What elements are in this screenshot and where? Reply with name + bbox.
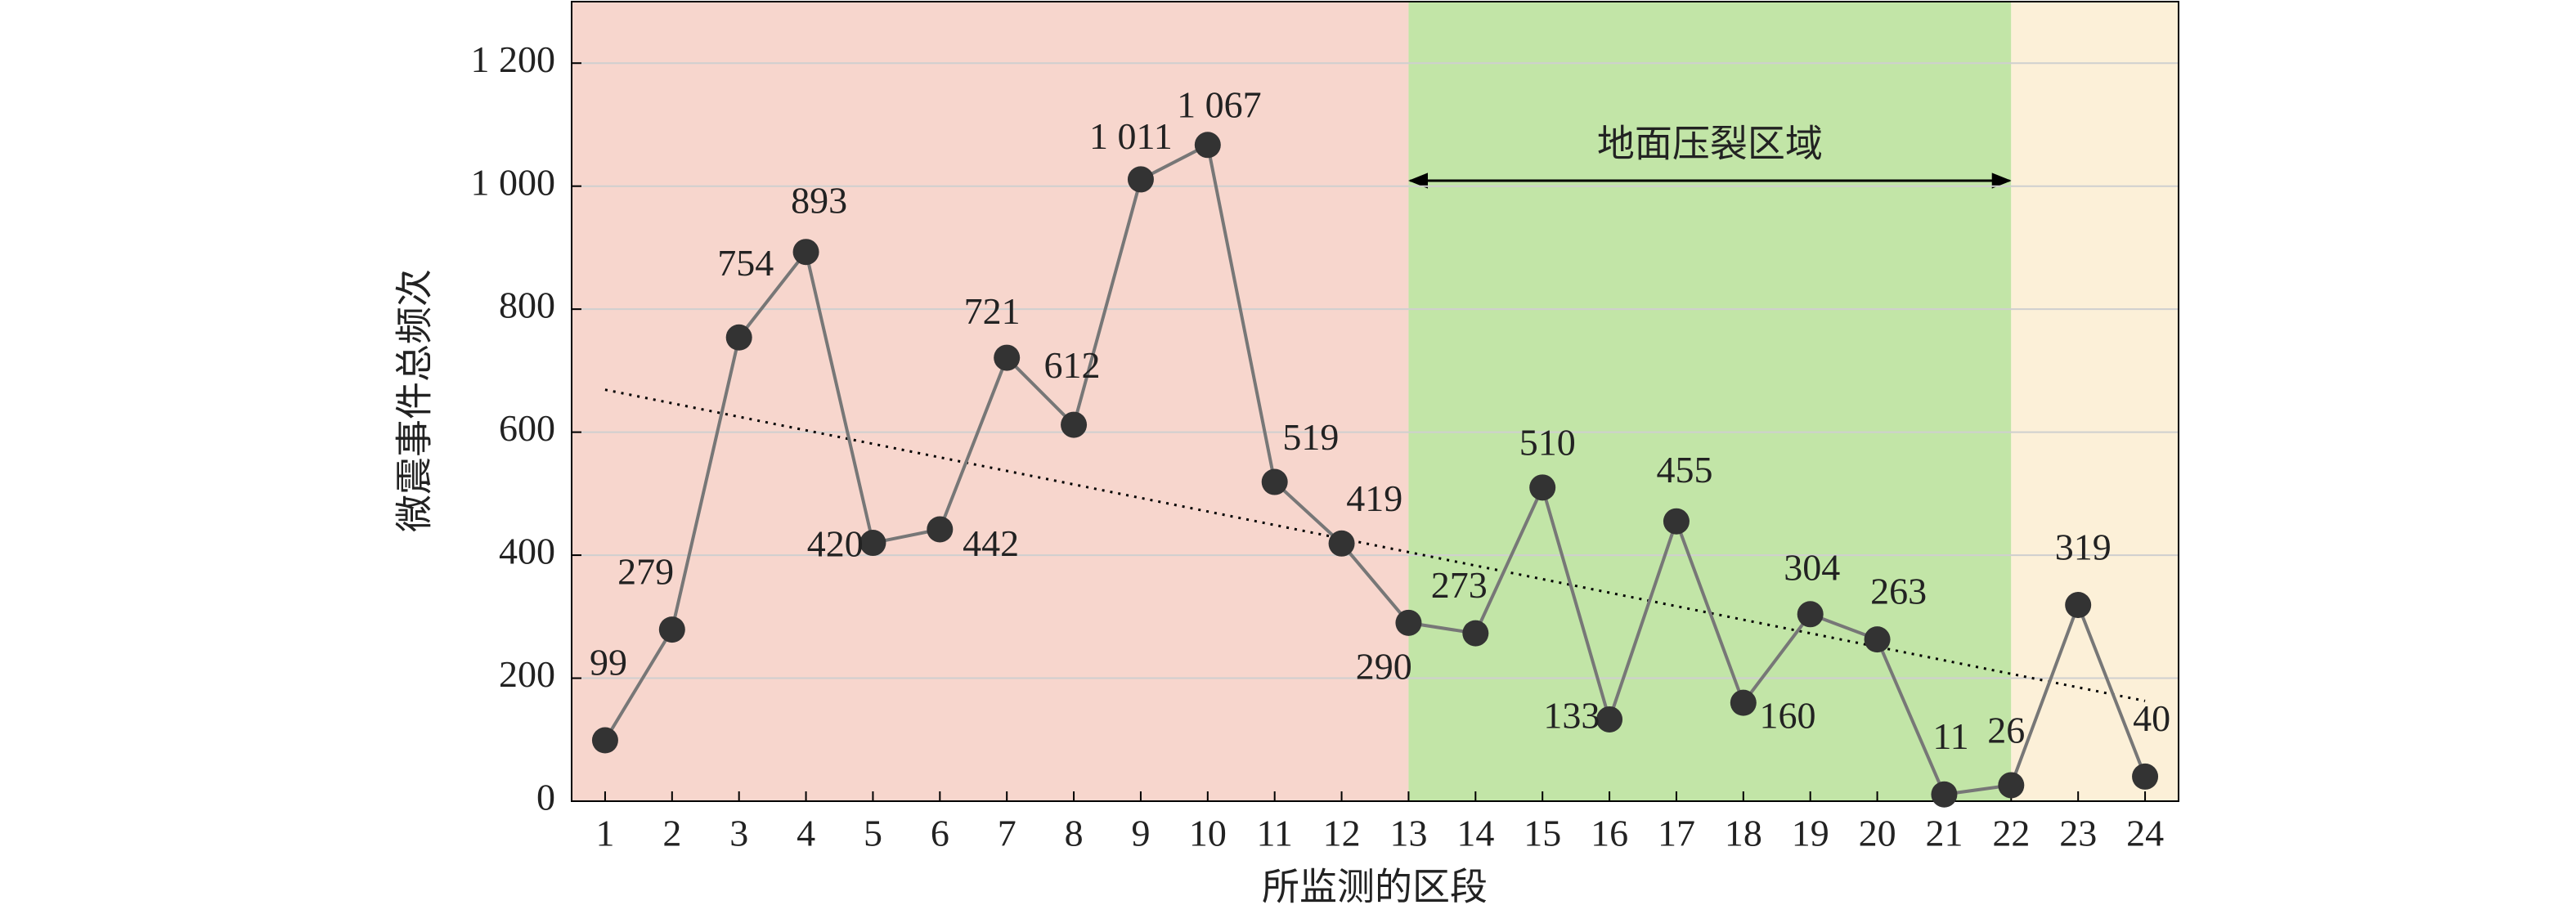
data-point <box>1462 620 1489 647</box>
x-tick-label: 9 <box>1131 813 1150 854</box>
y-tick-label: 1 200 <box>471 38 556 80</box>
x-tick-label: 3 <box>729 813 748 854</box>
y-tick-label: 800 <box>499 285 555 326</box>
trend-line <box>604 388 2146 702</box>
x-tick-label: 19 <box>1792 813 1829 854</box>
data-point <box>1261 468 1288 495</box>
y-tick-label: 400 <box>499 531 555 572</box>
data-point <box>1061 411 1088 438</box>
y-tick-label: 0 <box>536 777 555 818</box>
x-tick-label: 7 <box>998 813 1016 854</box>
data-label: 263 <box>1870 570 1927 612</box>
y-axis-label: 微震事件总频次 <box>394 269 436 532</box>
region <box>1408 2 2012 801</box>
data-label: 893 <box>791 179 847 221</box>
data-label: 133 <box>1543 695 1600 737</box>
data-point <box>994 344 1021 371</box>
x-tick-label: 22 <box>1992 813 2030 854</box>
data-label: 442 <box>963 522 1019 564</box>
data-point <box>1127 166 1154 193</box>
data-label: 519 <box>1282 416 1339 458</box>
data-point <box>927 516 954 543</box>
data-point <box>792 239 819 266</box>
x-tick-label: 5 <box>864 813 882 854</box>
x-tick-label: 21 <box>1925 813 1963 854</box>
x-tick-label: 6 <box>931 813 949 854</box>
x-tick-label: 15 <box>1524 813 1561 854</box>
data-label: 1 011 <box>1089 115 1173 157</box>
plot-frame <box>571 1 2179 802</box>
data-point <box>1730 689 1757 716</box>
data-label: 11 <box>1932 715 1968 757</box>
data-label: 419 <box>1346 477 1402 519</box>
x-tick-label: 23 <box>2059 813 2097 854</box>
data-line <box>604 142 2147 796</box>
data-point <box>1931 781 1958 808</box>
data-point <box>1663 508 1690 535</box>
data-label: 754 <box>717 242 774 284</box>
data-point <box>1864 626 1891 653</box>
x-tick-label: 12 <box>1323 813 1361 854</box>
data-point <box>1998 772 2025 799</box>
data-point <box>1797 601 1824 628</box>
x-tick-label: 10 <box>1189 813 1227 854</box>
data-point <box>725 324 752 351</box>
data-point <box>859 530 886 557</box>
data-label: 40 <box>2133 697 2170 739</box>
x-tick-label: 14 <box>1456 813 1494 854</box>
x-axis-label: 所监测的区段 <box>1262 867 1488 908</box>
x-tick-label: 13 <box>1389 813 1427 854</box>
data-label: 1 067 <box>1177 84 1262 126</box>
data-label: 319 <box>2055 526 2112 567</box>
data-point <box>2065 592 2092 619</box>
data-label: 26 <box>1987 710 2025 751</box>
data-point <box>1194 132 1221 159</box>
data-point <box>1328 530 1355 557</box>
x-tick-label: 18 <box>1725 813 1762 854</box>
data-label: 304 <box>1784 547 1840 589</box>
data-label: 273 <box>1431 564 1488 606</box>
x-tick-label: 24 <box>2126 813 2164 854</box>
data-point <box>1596 706 1623 733</box>
x-tick-label: 8 <box>1065 813 1084 854</box>
x-tick-label: 11 <box>1257 813 1293 854</box>
data-label: 721 <box>964 290 1021 332</box>
data-point <box>591 727 618 754</box>
data-point <box>2132 763 2159 790</box>
x-tick-label: 17 <box>1658 813 1695 854</box>
data-label: 290 <box>1356 646 1412 688</box>
data-point <box>658 616 685 643</box>
x-tick-label: 4 <box>797 813 815 854</box>
x-tick-label: 1 <box>595 813 614 854</box>
data-label: 420 <box>807 523 864 565</box>
data-label: 160 <box>1760 694 1816 736</box>
data-label: 455 <box>1656 449 1712 491</box>
x-tick-label: 20 <box>1859 813 1896 854</box>
data-label: 612 <box>1044 344 1101 386</box>
y-tick-label: 1 000 <box>471 161 556 203</box>
x-tick-label: 2 <box>662 813 681 854</box>
y-tick-label: 200 <box>499 653 555 695</box>
data-label: 279 <box>617 550 674 592</box>
data-point <box>1529 474 1556 501</box>
y-tick-label: 600 <box>499 407 555 449</box>
region-label: 地面压裂区域 <box>1597 123 1823 165</box>
data-label: 99 <box>590 642 627 683</box>
data-label: 510 <box>1519 422 1576 464</box>
region <box>2011 2 2179 801</box>
x-tick-label: 16 <box>1591 813 1628 854</box>
data-point <box>1395 609 1422 636</box>
